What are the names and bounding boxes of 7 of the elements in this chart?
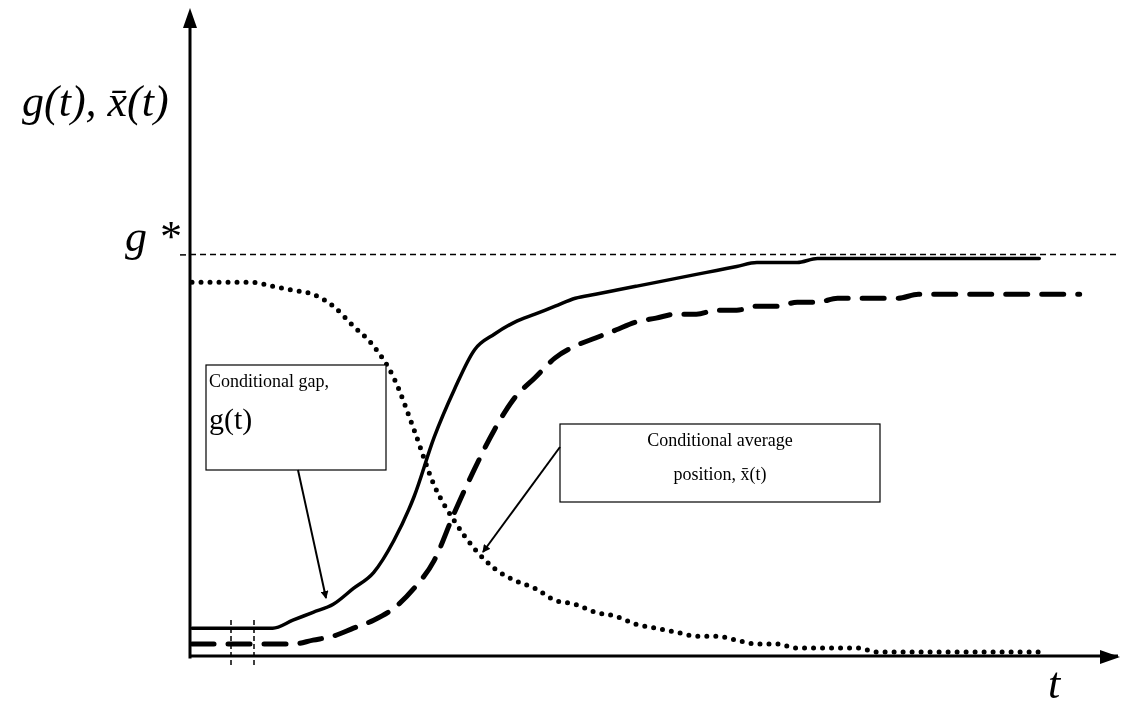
callout-box: Conditional gap, g(t) [205,364,387,471]
y-axis-title: g(t), x̄(t) [22,77,169,126]
ref-line-label: g * [125,211,180,261]
annotation: Conditional gap, g(t) [209,371,329,436]
callout-box: Conditional average position, x̄(t) [559,423,881,503]
x-axis-title: t [1048,659,1062,707]
annotation: Conditional average position, x̄(t) [647,430,793,485]
